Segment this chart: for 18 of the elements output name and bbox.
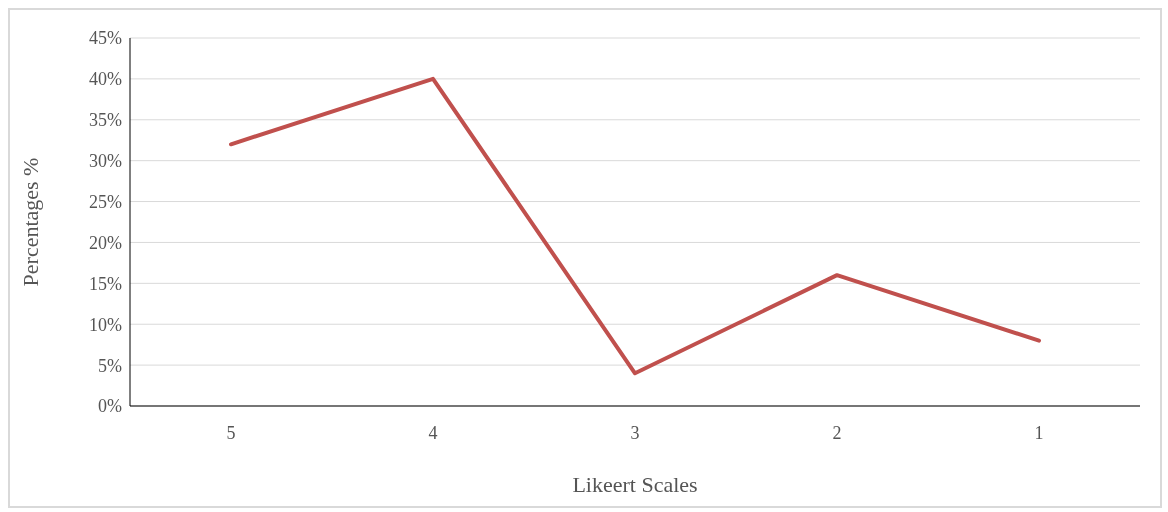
y-tick-label: 25% <box>89 191 122 212</box>
y-tick-label: 20% <box>89 232 122 253</box>
x-tick-label: 2 <box>832 422 842 443</box>
x-tick-label: 1 <box>1034 422 1044 443</box>
y-tick-label: 35% <box>89 110 122 131</box>
y-axis-title: Percentages % <box>17 157 43 287</box>
y-tick-label: 40% <box>89 69 122 90</box>
y-tick-label: 15% <box>89 273 122 294</box>
y-tick-label: 5% <box>98 355 122 376</box>
y-tick-label: 30% <box>89 151 122 172</box>
x-axis-title: Likeert Scales <box>572 472 698 497</box>
x-tick-label: 3 <box>630 422 640 443</box>
x-tick-label: 5 <box>226 422 236 443</box>
y-tick-label: 45% <box>89 28 122 49</box>
line-series <box>229 76 1041 376</box>
y-tick-label: 0% <box>98 396 122 417</box>
x-tick-label: 4 <box>428 422 438 443</box>
y-tick-label: 10% <box>89 314 122 335</box>
